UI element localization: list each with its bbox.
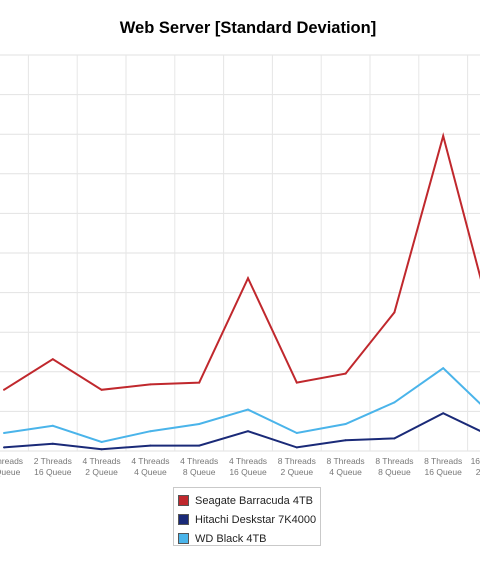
data-point-seagate (442, 135, 445, 137)
series-lines (3, 132, 480, 451)
data-point-hitachi (393, 437, 396, 440)
x-tick-label-line: 8 Threads (424, 456, 462, 466)
x-tick-label: 8 Threads 8 Queue (375, 456, 413, 477)
x-tick-label: 4 Threads 2 Queue (83, 456, 121, 477)
series-line-hitachi (3, 412, 480, 451)
chart-title: Web Server [Standard Deviation] (119, 19, 377, 37)
legend-label-hitachi: Hitachi Deskstar 7K4000 (195, 513, 317, 526)
x-tick-label: 8 Threads 16 Queue (424, 456, 462, 477)
data-point-wd (51, 424, 54, 427)
x-tick-label-line: 8 Queue (378, 467, 411, 477)
data-point-wd (295, 432, 298, 434)
legend-swatch-wd (178, 533, 189, 544)
x-tick-label-line: 16 Queue (229, 467, 267, 477)
data-point-seagate (100, 388, 103, 391)
legend-item-seagate: Seagate Barracuda 4TB (178, 491, 320, 510)
data-point-hitachi (442, 412, 445, 415)
data-point-hitachi (344, 439, 347, 442)
x-tick-label-line: 2 Queue (280, 467, 313, 477)
x-tick-label: 8 Threads 4 Queue (327, 456, 365, 477)
x-tick-label-line: 16 Threads (471, 456, 480, 466)
legend-swatch-seagate (178, 495, 189, 506)
legend-label-wd: WD Black 4TB (195, 532, 267, 545)
x-tick-label: 4 Threads 4 Queue (131, 456, 169, 477)
x-tick-label-line: 8 Threads (278, 456, 316, 466)
x-tick-label-line: 2 Queue (85, 467, 118, 477)
data-point-wd (3, 432, 5, 434)
legend-swatch-hitachi (178, 514, 189, 525)
legend: Seagate Barracuda 4TB Hitachi Deskstar 7… (173, 487, 321, 546)
grid (0, 54, 480, 452)
x-tick-label-line: 8 Queue (183, 467, 216, 477)
data-point-seagate (149, 383, 152, 386)
data-point-hitachi (3, 446, 5, 449)
data-point-seagate (51, 358, 54, 361)
data-point-wd (247, 408, 249, 411)
data-point-seagate (198, 381, 201, 384)
data-point-seagate (247, 277, 249, 280)
data-point-seagate (393, 311, 396, 314)
x-tick-label-line: 4 Threads (131, 456, 169, 466)
x-tick-label-line: 4 Queue (329, 467, 362, 477)
data-point-wd (149, 430, 152, 433)
x-tick-label: 8 Threads 2 Queue (278, 456, 316, 477)
x-tick-label: 2 Threads 16 Queue (34, 456, 72, 477)
x-tick-label-line: 2 Queue (476, 467, 480, 477)
legend-item-wd: WD Black 4TB (178, 529, 320, 548)
x-tick-label-line: 4 Threads (83, 456, 121, 466)
legend-label-seagate: Seagate Barracuda 4TB (195, 494, 314, 507)
x-tick-label-line: 4 Threads (229, 456, 267, 466)
data-point-hitachi (247, 430, 249, 433)
x-tick-label-line: 8 Threads (327, 456, 365, 466)
x-tick-label-line: 16 Queue (34, 467, 72, 477)
data-point-wd (442, 367, 445, 370)
x-tick-label-line: 4 Queue (134, 467, 167, 477)
x-tick-label-line: 2 Threads (34, 456, 72, 466)
x-tick-label: 4 Threads 8 Queue (180, 456, 218, 477)
data-point-wd (393, 401, 396, 404)
x-tick-label-line: 16 Queue (425, 467, 463, 477)
data-point-wd (344, 423, 347, 425)
data-point-hitachi (51, 442, 54, 445)
x-tick-label-line: 4 Threads (180, 456, 218, 466)
x-tick-label-line: 2 Queue (0, 467, 21, 477)
x-tick-label-line: 8 Threads (375, 456, 413, 466)
data-point-wd (100, 441, 103, 443)
data-point-wd (198, 423, 201, 425)
x-tick-label-line: 2 Threads (0, 456, 23, 466)
data-point-hitachi (295, 446, 298, 449)
x-tick-label: 4 Threads 16 Queue (229, 456, 267, 477)
data-point-seagate (3, 388, 5, 391)
data-point-hitachi (149, 444, 152, 447)
legend-item-hitachi: Hitachi Deskstar 7K4000 (178, 510, 320, 529)
data-point-hitachi (198, 444, 201, 447)
data-point-seagate (295, 381, 298, 384)
data-point-seagate (344, 372, 347, 375)
data-point-hitachi (100, 448, 103, 451)
